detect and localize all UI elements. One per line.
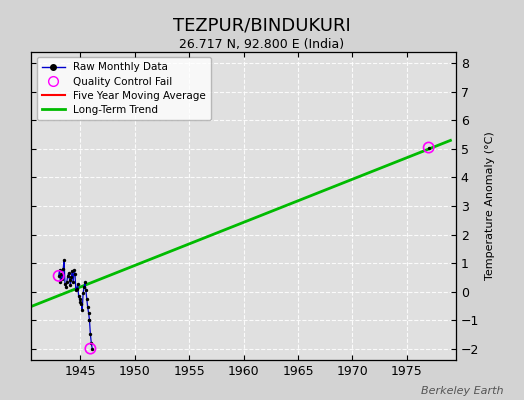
- Point: [86, 345, 95, 352]
- Point: [424, 144, 433, 151]
- Point: [77, 301, 85, 308]
- Point: [63, 278, 71, 285]
- Point: [86, 331, 95, 338]
- Point: [72, 287, 80, 293]
- Point: [80, 284, 88, 290]
- Point: [79, 290, 88, 296]
- Legend: Raw Monthly Data, Quality Control Fail, Five Year Moving Average, Long-Term Tren: Raw Monthly Data, Quality Control Fail, …: [37, 57, 211, 120]
- Text: TEZPUR/BINDUKURI: TEZPUR/BINDUKURI: [173, 16, 351, 34]
- Point: [75, 296, 84, 302]
- Text: Berkeley Earth: Berkeley Earth: [421, 386, 503, 396]
- Point: [88, 345, 96, 352]
- Point: [56, 278, 64, 285]
- Point: [66, 276, 74, 283]
- Point: [58, 276, 67, 282]
- Point: [85, 317, 94, 323]
- Point: [71, 271, 79, 277]
- Point: [67, 274, 75, 280]
- Point: [56, 267, 64, 273]
- Point: [61, 281, 69, 288]
- Point: [87, 340, 95, 346]
- Point: [69, 279, 78, 286]
- Point: [85, 317, 94, 323]
- Point: [54, 273, 63, 279]
- Point: [78, 307, 86, 313]
- Point: [59, 266, 68, 272]
- Point: [73, 286, 81, 292]
- Point: [84, 310, 93, 316]
- Point: [83, 296, 91, 302]
- Point: [83, 304, 92, 310]
- Point: [66, 282, 74, 288]
- Point: [64, 270, 73, 276]
- Point: [73, 281, 82, 288]
- Point: [70, 267, 78, 273]
- Point: [63, 273, 72, 279]
- Point: [57, 271, 66, 278]
- Y-axis label: Temperature Anomaly (°C): Temperature Anomaly (°C): [485, 132, 495, 280]
- Point: [62, 284, 70, 290]
- Point: [81, 279, 89, 286]
- Text: 26.717 N, 92.800 E (India): 26.717 N, 92.800 E (India): [179, 38, 345, 51]
- Point: [76, 298, 84, 305]
- Point: [60, 257, 68, 263]
- Point: [82, 287, 90, 293]
- Point: [74, 293, 83, 299]
- Point: [54, 273, 63, 279]
- Point: [424, 144, 433, 151]
- Point: [68, 268, 77, 274]
